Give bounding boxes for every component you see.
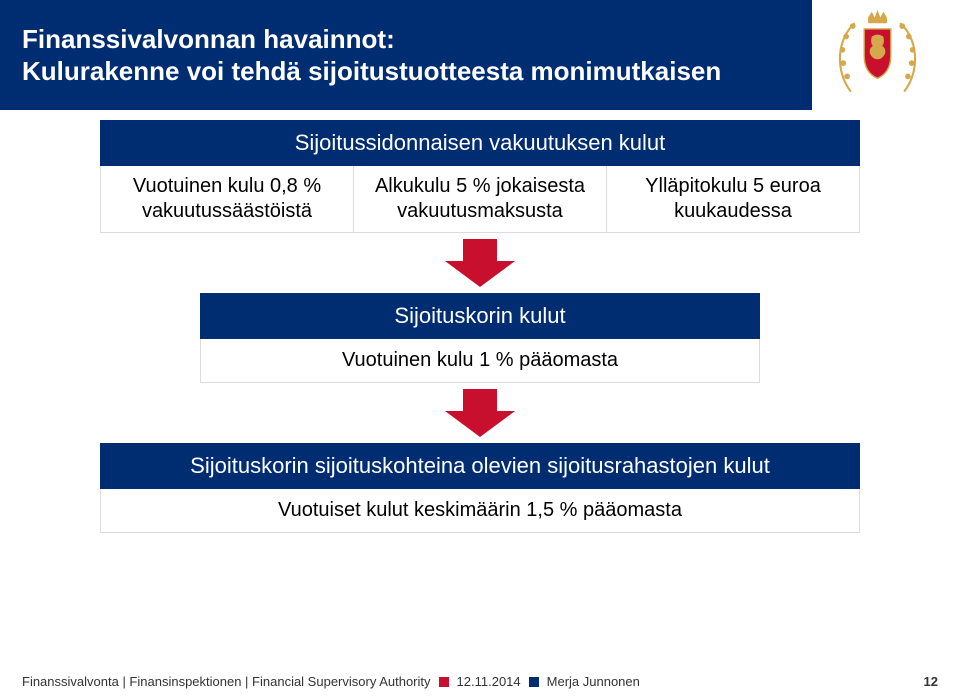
topbar: Finanssivalvonnan havainnot: Kulurakenne… (0, 0, 960, 110)
block3-header: Sijoituskorin sijoituskohteina olevien s… (100, 443, 860, 489)
block1-header: Sijoitussidonnaisen vakuutuksen kulut (100, 120, 860, 166)
block2-body: Vuotuinen kulu 1 % pääomasta (200, 339, 760, 383)
page-number: 12 (924, 674, 938, 689)
arrow-down-2-icon (0, 389, 960, 437)
block1-cell-0: Vuotuinen kulu 0,8 % vakuutussäästöistä (101, 166, 353, 232)
topbar-blue: Finanssivalvonnan havainnot: Kulurakenne… (0, 0, 812, 110)
block-insurance-costs: Sijoitussidonnaisen vakuutuksen kulut Vu… (100, 120, 860, 233)
square-red-icon (439, 677, 449, 687)
block1-cell0-line2: vakuutussäästöistä (142, 200, 312, 222)
square-blue-icon (529, 677, 539, 687)
slide: Finanssivalvonnan havainnot: Kulurakenne… (0, 0, 960, 699)
footer: Finanssivalvonta | Finansinspektionen | … (22, 674, 640, 689)
block1-cell-1: Alkukulu 5 % jokaisesta vakuutusmaksusta (353, 166, 606, 232)
block2-header: Sijoituskorin kulut (200, 293, 760, 339)
title-line2: Kulurakenne voi tehdä sijoitustuotteesta… (22, 56, 721, 86)
footer-author: Merja Junnonen (547, 674, 640, 689)
block-fund-costs: Sijoituskorin sijoituskohteina olevien s… (100, 443, 860, 533)
footer-date: 12.11.2014 (457, 674, 521, 689)
arrow-down-1-icon (0, 239, 960, 287)
slide-title: Finanssivalvonnan havainnot: Kulurakenne… (22, 23, 721, 88)
block1-cell1-line2: vakuutusmaksusta (397, 200, 563, 222)
block-basket-costs: Sijoituskorin kulut Vuotuinen kulu 1 % p… (200, 293, 760, 383)
block1-cell-2: Ylläpitokulu 5 euroa kuukaudessa (606, 166, 859, 232)
block1-cell2-line2: kuukaudessa (674, 200, 792, 222)
block1-cell0-line1: Vuotuinen kulu 0,8 % (133, 175, 321, 197)
title-line1: Finanssivalvonnan havainnot: (22, 24, 395, 54)
footer-org: Finanssivalvonta | Finansinspektionen | … (22, 674, 431, 689)
block3-body: Vuotuiset kulut keskimäärin 1,5 % pääoma… (100, 489, 860, 533)
block1-cell1-line1: Alkukulu 5 % jokaisesta (375, 175, 585, 197)
finnish-emblem-icon (830, 8, 925, 103)
content: Sijoitussidonnaisen vakuutuksen kulut Vu… (0, 120, 960, 533)
block1-cell2-line1: Ylläpitokulu 5 euroa (645, 175, 821, 197)
block1-body: Vuotuinen kulu 0,8 % vakuutussäästöistä … (100, 166, 860, 233)
